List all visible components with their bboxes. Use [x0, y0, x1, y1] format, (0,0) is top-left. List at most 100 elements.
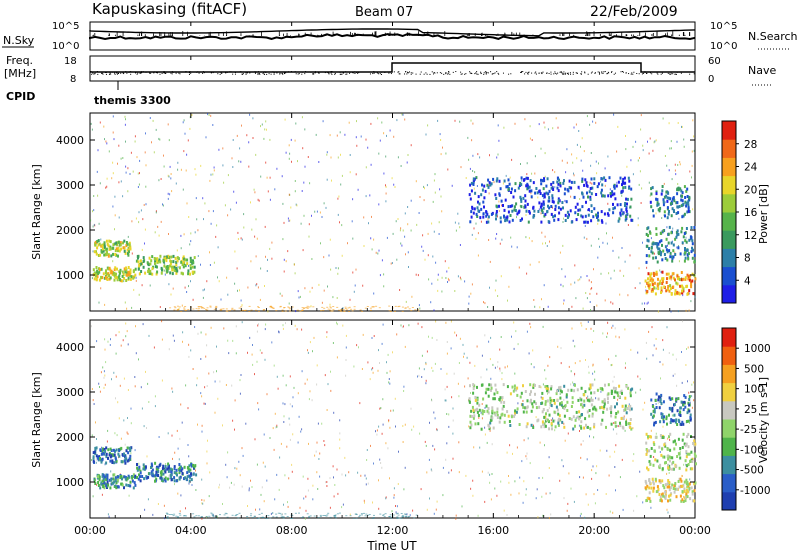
scatter-point — [260, 175, 262, 178]
scatter-point — [638, 183, 640, 186]
echo-cell — [117, 485, 120, 489]
echo-cell — [472, 408, 475, 412]
scatter-point — [599, 245, 600, 248]
echo-cell — [676, 201, 679, 205]
freq-point — [580, 73, 582, 75]
echo-cell — [679, 187, 682, 191]
scatter-point — [622, 508, 624, 511]
echo-cell — [588, 399, 591, 403]
scatter-point — [502, 182, 504, 185]
scatter-point — [552, 417, 554, 420]
scatter-point — [262, 461, 264, 464]
scatter-point — [90, 219, 92, 222]
echo-cell — [649, 275, 652, 279]
scatter-point — [255, 255, 257, 258]
colorbar-tick-label: 20 — [744, 184, 757, 196]
scatter-point — [683, 138, 685, 141]
echo-cell — [114, 253, 117, 256]
scatter-point — [463, 355, 464, 358]
freq-point — [661, 71, 663, 73]
scatter-point — [428, 458, 430, 461]
echo-cell — [520, 183, 523, 187]
echo-cell — [665, 194, 668, 198]
scatter-point — [362, 333, 364, 336]
echo-cell — [688, 238, 691, 242]
ground-scatter — [404, 514, 407, 516]
echo-cell — [142, 467, 145, 471]
echo-cell — [675, 235, 678, 239]
echo-cell — [551, 194, 554, 198]
scatter-point — [315, 133, 317, 136]
scatter-point — [500, 480, 502, 483]
echo-cell — [477, 209, 480, 213]
scatter-point — [590, 281, 592, 284]
echo-cell — [671, 406, 674, 410]
echo-cell — [654, 420, 657, 424]
scatter-point — [498, 200, 500, 203]
echo-cell — [650, 205, 653, 209]
echo-cell — [646, 449, 649, 453]
colorbar-tick-label: 1000 — [744, 343, 771, 355]
ground-scatter — [281, 310, 284, 312]
ground-scatter — [304, 307, 307, 309]
echo-cell — [142, 260, 145, 263]
scatter-point — [446, 413, 448, 415]
echo-cell — [694, 454, 697, 458]
scatter-point — [152, 513, 154, 516]
scatter-point — [547, 128, 549, 131]
echo-cell — [599, 406, 602, 410]
scatter-point — [537, 516, 539, 519]
scatter-point — [180, 234, 182, 237]
echo-cell — [662, 420, 665, 424]
scatter-point — [126, 307, 128, 310]
scatter-point — [458, 441, 460, 444]
scatter-point — [676, 246, 678, 249]
echo-cell — [611, 193, 614, 197]
ground-scatter — [326, 306, 329, 308]
echo-cell — [672, 460, 675, 464]
scatter-point — [381, 342, 383, 345]
scatter-point — [326, 178, 328, 181]
echo-cell — [689, 274, 692, 278]
scatter-point — [370, 444, 371, 447]
echo-cell — [593, 207, 596, 211]
scatter-point — [624, 328, 626, 331]
scatter-point — [261, 351, 263, 354]
scatter-point — [326, 336, 328, 338]
scatter-point — [336, 134, 338, 137]
ground-scatter — [234, 515, 237, 517]
colorbar-cell — [722, 364, 736, 384]
echo-cell — [175, 468, 178, 472]
freq-point — [419, 73, 421, 75]
echo-cell — [125, 268, 128, 272]
scatter-point — [593, 268, 594, 271]
scatter-point — [91, 434, 93, 437]
scatter-point — [93, 403, 95, 405]
echo-cell — [668, 413, 670, 417]
scatter-point — [646, 357, 648, 360]
ground-scatter — [246, 518, 249, 519]
freq-point — [178, 72, 180, 74]
freq-point — [114, 72, 116, 74]
ground-scatter — [173, 513, 176, 515]
scatter-point — [118, 181, 120, 184]
freq-point — [185, 71, 187, 73]
echo-cell — [609, 406, 612, 410]
echo-cell — [125, 483, 128, 487]
scatter-point — [195, 197, 197, 200]
ground-scatter — [329, 306, 332, 308]
scatter-point — [365, 477, 367, 480]
echo-cell — [651, 251, 654, 255]
scatter-point — [332, 465, 334, 468]
echo-cell — [528, 211, 531, 215]
scatter-point — [276, 167, 278, 170]
freq-point — [491, 73, 493, 75]
echo-cell — [131, 479, 134, 483]
freq-point — [129, 71, 131, 73]
scatter-point — [330, 268, 332, 271]
freq-point — [672, 73, 674, 75]
echo-cell — [676, 229, 679, 233]
echo-cell — [529, 383, 532, 387]
scatter-point — [579, 198, 581, 200]
scatter-point — [593, 436, 595, 439]
